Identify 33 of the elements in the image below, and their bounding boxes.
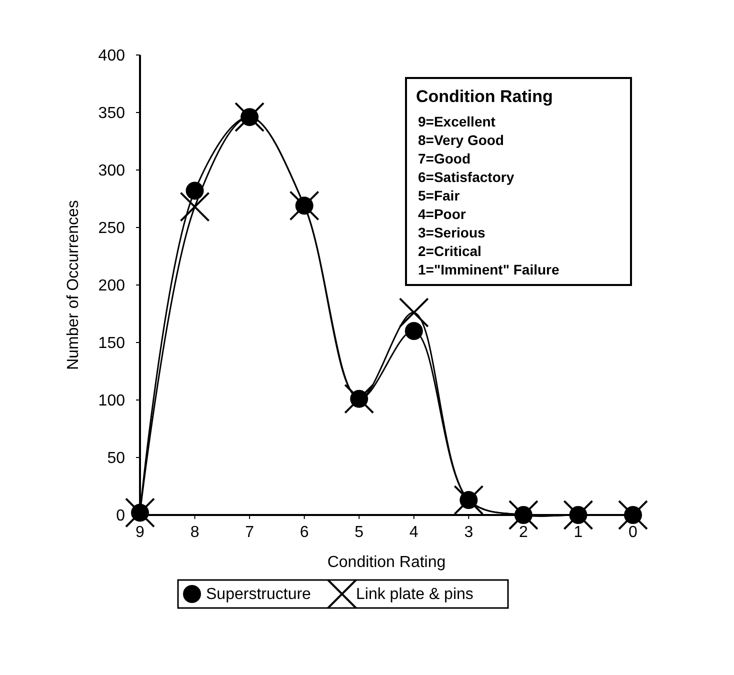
annotation: 2=Critical — [418, 243, 482, 259]
annotation: 6=Satisfactory — [418, 169, 514, 185]
x-tick-label: 8 — [190, 524, 200, 541]
annotation: 3=Serious — [418, 224, 486, 240]
x-tick-label: 5 — [354, 524, 364, 541]
y-tick-label: 250 — [98, 220, 126, 238]
x-axis-title: Condition Rating — [327, 554, 446, 571]
x-tick-label: 1 — [574, 524, 583, 541]
y-tick-label: 100 — [98, 392, 126, 410]
x-tick-label: 0 — [628, 524, 638, 541]
x-tick-label: 9 — [136, 524, 145, 541]
annotation: 5=Fair — [418, 188, 460, 204]
annotation: 7=Good — [418, 150, 471, 166]
annotation: 8=Very Good — [418, 132, 504, 148]
y-tick-label: 50 — [107, 450, 126, 468]
y-tick-label: 0 — [116, 508, 126, 525]
legend-label: Link plate & pins — [356, 586, 474, 603]
annotation: 1="Imminent" Failure — [418, 262, 560, 278]
y-tick-label: 150 — [98, 335, 126, 352]
x-tick-label: 3 — [464, 524, 474, 541]
y-tick-label: 350 — [98, 105, 126, 122]
annotation: 9=Excellent — [418, 114, 496, 130]
x-tick-label: 6 — [300, 524, 309, 541]
legend-label: Superstructure — [206, 586, 312, 603]
x-tick-label: 7 — [245, 524, 254, 541]
y-axis-title: Number of Occurrences — [65, 200, 82, 370]
y-tick-label: 400 — [98, 48, 126, 65]
y-tick-label: 200 — [98, 278, 126, 295]
x-tick-label: 2 — [518, 524, 528, 541]
x-tick-label: 4 — [409, 524, 418, 541]
annotation: 4=Poor — [418, 206, 466, 222]
y-tick-label: 300 — [98, 162, 126, 180]
annotation: Condition Rating — [416, 87, 553, 106]
